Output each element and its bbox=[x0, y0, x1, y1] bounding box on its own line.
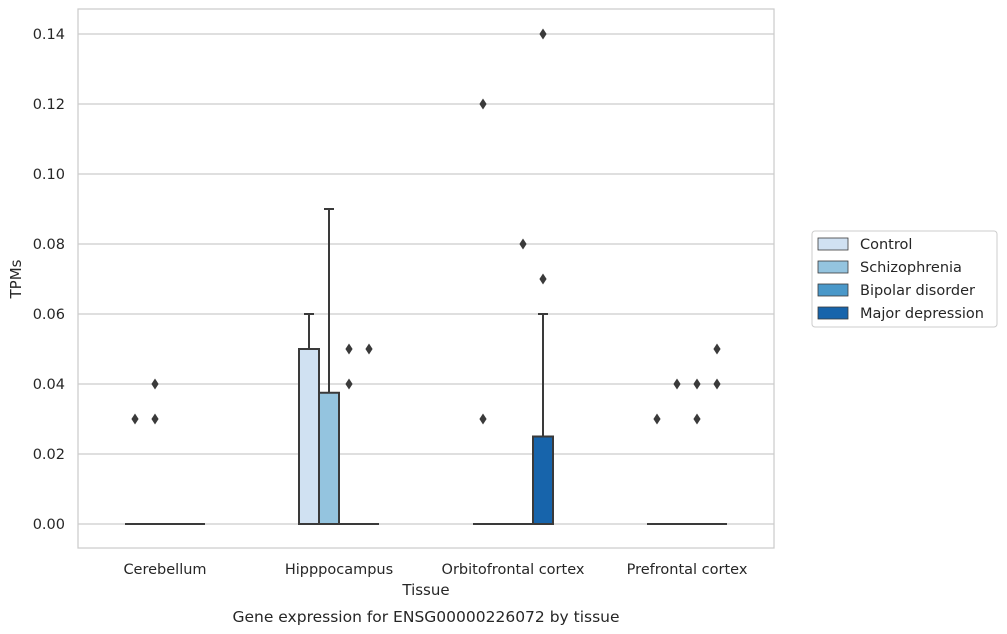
outlier-point bbox=[345, 343, 353, 355]
legend-label-major-depression: Major depression bbox=[860, 306, 984, 322]
boxes bbox=[125, 28, 727, 525]
box-hipppocampus-major-depression bbox=[359, 343, 379, 525]
box-orbitofrontal-cortex-bipolar-disorder bbox=[513, 238, 533, 525]
outlier-point bbox=[713, 343, 721, 355]
box-prefrontal-cortex-control bbox=[647, 413, 667, 525]
box-cerebellum-control bbox=[125, 413, 145, 525]
y-tick-label: 0.12 bbox=[33, 97, 65, 113]
outlier-point bbox=[539, 273, 547, 285]
outlier-point bbox=[693, 413, 701, 425]
outlier-point bbox=[519, 238, 527, 250]
outlier-point bbox=[345, 378, 353, 390]
box-prefrontal-cortex-major-depression bbox=[707, 343, 727, 525]
legend-label-control: Control bbox=[860, 237, 912, 253]
outlier-point bbox=[479, 413, 487, 425]
box-hipppocampus-bipolar-disorder bbox=[339, 343, 359, 525]
x-axis-label: Tissue bbox=[401, 581, 449, 599]
y-tick-label: 0.00 bbox=[33, 517, 65, 533]
plot-frame bbox=[77, 8, 775, 549]
x-tick-label-prefrontal-cortex: Prefrontal cortex bbox=[627, 562, 748, 578]
y-tick-label: 0.08 bbox=[33, 237, 65, 253]
y-axis: 0.00 0.02 0.04 0.06 0.08 0.10 0.12 0.14 bbox=[33, 27, 65, 533]
y-tick-label: 0.14 bbox=[33, 27, 65, 43]
y-tick-label: 0.02 bbox=[33, 447, 65, 463]
outlier-point bbox=[673, 378, 681, 390]
outlier-point bbox=[131, 413, 139, 425]
y-axis-label: TPMs bbox=[7, 259, 25, 299]
outlier-point bbox=[365, 343, 373, 355]
legend-swatch-major-depression bbox=[817, 306, 849, 320]
outlier-point bbox=[151, 378, 159, 390]
outlier-point bbox=[539, 28, 547, 40]
outlier-point bbox=[479, 98, 487, 110]
box-prefrontal-cortex-bipolar-disorder bbox=[687, 378, 707, 525]
y-tick-label: 0.06 bbox=[33, 307, 65, 323]
x-tick-label-orbitofrontal-cortex: Orbitofrontal cortex bbox=[442, 562, 585, 578]
legend-label-bipolar-disorder: Bipolar disorder bbox=[860, 283, 975, 299]
outlier-point bbox=[653, 413, 661, 425]
box-prefrontal-cortex-schizophrenia bbox=[667, 378, 687, 525]
outlier-point bbox=[151, 413, 159, 425]
legend-swatch-bipolar-disorder bbox=[817, 283, 849, 297]
legend-label-schizophrenia: Schizophrenia bbox=[860, 260, 962, 276]
x-tick-label-cerebellum: Cerebellum bbox=[123, 562, 206, 578]
legend-frame bbox=[811, 230, 998, 328]
box-orbitofrontal-cortex-control bbox=[473, 98, 493, 525]
outlier-point bbox=[713, 378, 721, 390]
box-orbitofrontal-cortex-major-depression bbox=[532, 28, 554, 525]
y-tick-label: 0.04 bbox=[33, 377, 65, 393]
y-tick-label: 0.10 bbox=[33, 167, 65, 183]
box-body bbox=[318, 391, 340, 525]
box-body bbox=[298, 348, 320, 525]
box-cerebellum-schizophrenia bbox=[145, 378, 165, 525]
outlier-point bbox=[693, 378, 701, 390]
chart-caption: Gene expression for ENSG00000226072 by t… bbox=[232, 608, 619, 626]
legend-swatch-schizophrenia bbox=[817, 260, 849, 274]
x-axis: Cerebellum Hipppocampus Orbitofrontal cort… bbox=[123, 562, 747, 578]
box-hipppocampus-schizophrenia bbox=[318, 208, 340, 525]
box-body bbox=[532, 435, 554, 525]
legend: Control Schizophrenia Bipolar disorder Majo… bbox=[811, 230, 998, 328]
legend-swatch-control bbox=[817, 237, 849, 251]
x-tick-label-hipppocampus: Hipppocampus bbox=[285, 562, 393, 578]
